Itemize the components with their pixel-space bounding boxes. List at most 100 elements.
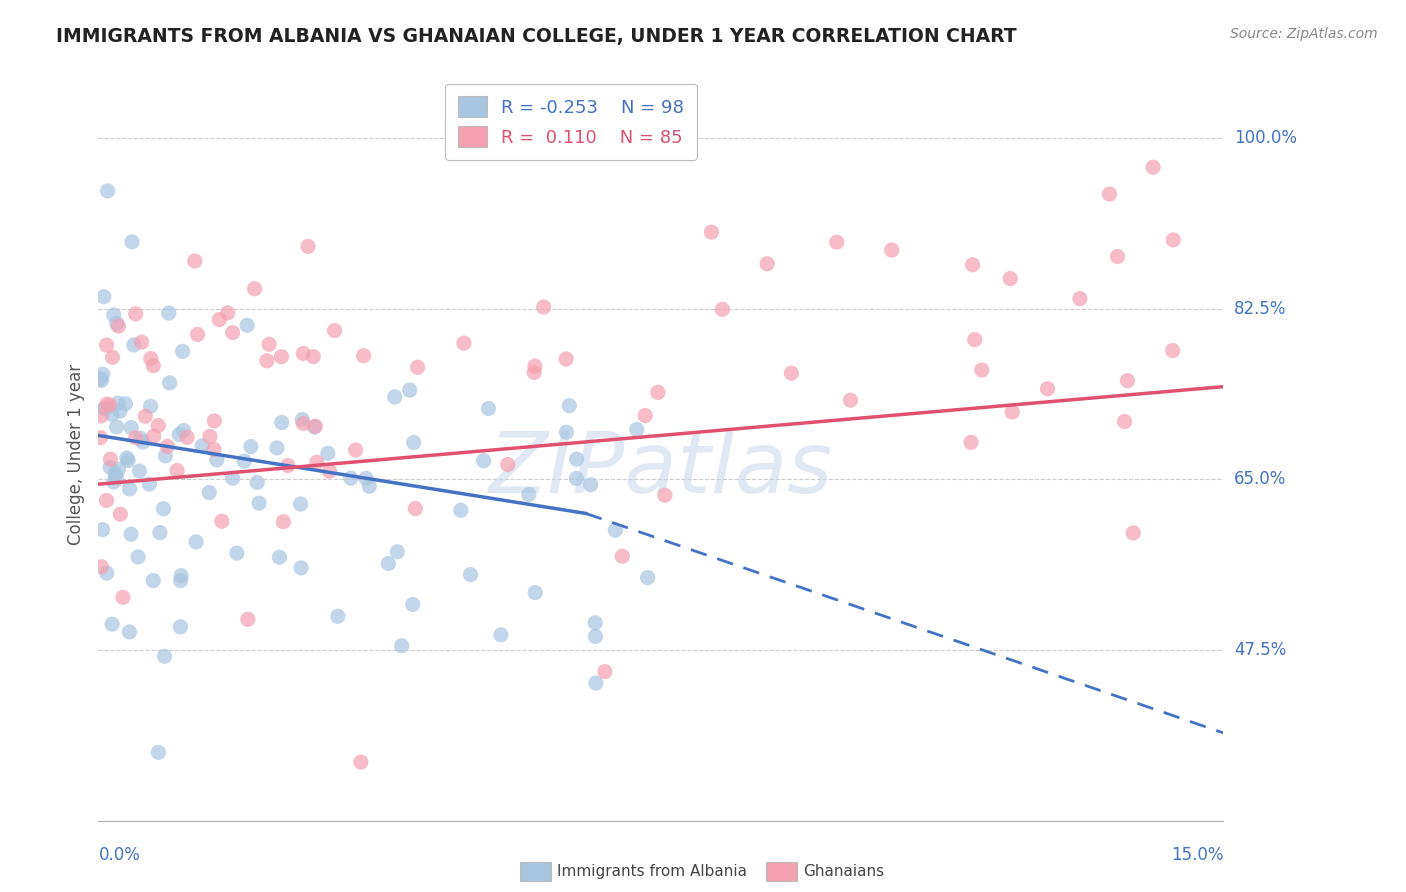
Point xyxy=(323,324,346,338)
Point xyxy=(290,497,312,511)
Point xyxy=(156,439,179,453)
Point xyxy=(117,453,139,467)
Point xyxy=(524,585,547,599)
Point xyxy=(173,424,195,438)
Point xyxy=(450,503,472,517)
Point xyxy=(970,363,993,377)
Point xyxy=(1142,160,1164,174)
Point xyxy=(142,429,165,443)
Point xyxy=(558,399,581,413)
Point xyxy=(402,435,425,450)
Point xyxy=(105,317,128,331)
Point xyxy=(239,440,262,454)
Point xyxy=(605,523,627,537)
Point xyxy=(1122,525,1144,540)
Point xyxy=(246,475,269,490)
Point xyxy=(198,485,221,500)
Point xyxy=(292,417,315,431)
Point xyxy=(101,617,124,632)
Point xyxy=(169,574,191,588)
Point xyxy=(585,676,607,690)
Text: Immigrants from Albania: Immigrants from Albania xyxy=(557,864,747,879)
Point xyxy=(125,431,148,445)
Point xyxy=(211,514,233,528)
Point xyxy=(94,401,117,416)
Point xyxy=(533,300,555,314)
Point xyxy=(496,458,519,472)
Point xyxy=(184,254,207,268)
Point xyxy=(120,527,142,541)
Point xyxy=(148,418,170,433)
Point xyxy=(98,398,121,412)
Point xyxy=(167,427,190,442)
Point xyxy=(963,333,986,347)
Point xyxy=(780,366,803,380)
Point xyxy=(634,409,657,423)
Point xyxy=(159,376,181,390)
Point xyxy=(91,523,114,537)
Point xyxy=(236,318,259,333)
Point xyxy=(172,344,194,359)
Point xyxy=(103,308,125,322)
Point xyxy=(90,559,112,574)
Point xyxy=(243,282,266,296)
Point xyxy=(98,452,121,467)
Point xyxy=(612,549,634,564)
Point xyxy=(104,467,127,481)
Point xyxy=(205,453,228,467)
Point xyxy=(152,501,174,516)
Point xyxy=(187,327,209,342)
Point xyxy=(756,257,779,271)
Point xyxy=(221,326,243,340)
Point xyxy=(105,470,128,484)
Point xyxy=(523,359,546,374)
Point xyxy=(304,420,326,434)
Text: 15.0%: 15.0% xyxy=(1171,846,1223,863)
Point xyxy=(114,397,136,411)
Point xyxy=(359,479,381,493)
Point xyxy=(593,665,616,679)
Point xyxy=(1001,405,1024,419)
Point xyxy=(139,351,162,366)
Point xyxy=(269,550,291,565)
Point xyxy=(247,496,270,510)
Point xyxy=(122,338,145,352)
Point xyxy=(453,336,475,351)
Point xyxy=(579,477,602,491)
Point xyxy=(134,409,156,424)
Point xyxy=(110,507,132,521)
Point xyxy=(124,307,146,321)
Point xyxy=(318,464,340,478)
Point xyxy=(626,423,648,437)
Point xyxy=(266,441,288,455)
Point xyxy=(89,431,111,445)
Point xyxy=(404,501,426,516)
Text: 82.5%: 82.5% xyxy=(1234,300,1286,318)
Point xyxy=(1098,187,1121,202)
Text: IMMIGRANTS FROM ALBANIA VS GHANAIAN COLLEGE, UNDER 1 YEAR CORRELATION CHART: IMMIGRANTS FROM ALBANIA VS GHANAIAN COLL… xyxy=(56,27,1017,45)
Point xyxy=(340,471,363,485)
Point xyxy=(711,302,734,317)
Point xyxy=(344,442,367,457)
Point xyxy=(90,373,112,387)
Point xyxy=(148,745,170,759)
Text: 100.0%: 100.0% xyxy=(1234,129,1298,147)
Point xyxy=(398,383,420,397)
Point xyxy=(962,258,984,272)
Point xyxy=(304,419,326,434)
Point xyxy=(93,290,115,304)
Point xyxy=(118,624,141,639)
Point xyxy=(93,401,115,416)
Point xyxy=(108,404,131,418)
Point xyxy=(406,360,429,375)
Point xyxy=(142,359,165,373)
Point xyxy=(128,464,150,478)
Point xyxy=(302,350,325,364)
Point xyxy=(139,400,162,414)
Point xyxy=(111,591,134,605)
Point xyxy=(960,435,983,450)
Point xyxy=(647,385,669,400)
Point xyxy=(225,546,247,560)
Point xyxy=(1116,374,1139,388)
Point xyxy=(96,338,118,352)
